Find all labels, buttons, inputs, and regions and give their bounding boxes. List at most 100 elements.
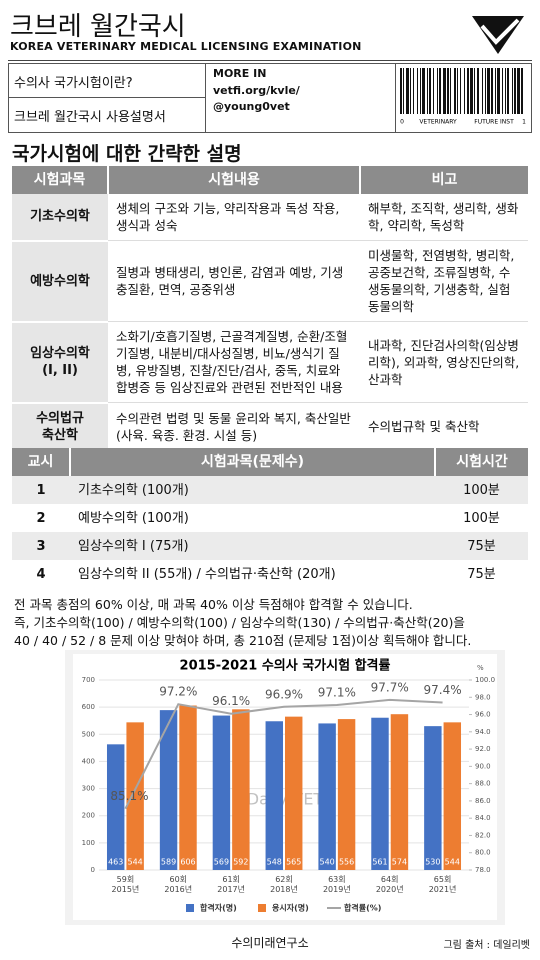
bar-label: 463 [108, 858, 123, 867]
barcode-bar [487, 68, 490, 114]
row: 기초수의학 생체의 구조와 기능, 약리작용과 독성 작용, 생식과 성숙 해부학,… [12, 194, 528, 242]
barcode-bar [413, 68, 414, 114]
bar [318, 723, 336, 870]
bar [390, 714, 409, 870]
line-label: 96.1% [212, 694, 250, 708]
sessions-table: 교시 시험과목(문제수) 시험시간 1 기초수의학 (100개) 100분 2 예방수의학 (… [12, 448, 528, 588]
chart-title: 2015-2021 수의사 국가시험 합격률 [180, 658, 391, 674]
x-tick-label: 59회 2015년 [111, 875, 140, 894]
y-tick-label: 500 [82, 730, 95, 738]
barcode-bar [454, 68, 456, 114]
bar-label: 569 [214, 858, 229, 867]
link[interactable]: 수의사 국가시험이란? [14, 76, 133, 91]
barcode-bar [505, 68, 506, 114]
divider [8, 97, 205, 98]
cell: 1 [12, 476, 70, 504]
cell: 75분 [467, 566, 496, 582]
cell: 내과학, 진단검사의학(임상병리학), 외과학, 영상진단의학, 산과학 [360, 321, 528, 403]
barcode-bar [482, 68, 483, 114]
line-label: 85.1% [110, 789, 148, 803]
cell: 소화기/호흡기질병, 근골격계질병, 순환/조혈기질병, 내분비/대사성질병, … [108, 321, 360, 403]
y-tick-label: 400 [82, 757, 95, 765]
x-tick-label: 64회 2020년 [375, 875, 404, 894]
row: 수의법규 축산학 수의관련 법령 및 동물 윤리와 복지, 축산일반(사육. 육종… [12, 402, 528, 452]
line-label: 97.7% [371, 680, 409, 694]
bar-label: 561 [372, 858, 387, 867]
note-line: 40 / 40 / 52 / 8 문제 이상 맞혀야 하며, 총 210점 (문… [14, 633, 472, 648]
bar [424, 726, 442, 870]
legend-swatch [258, 904, 266, 912]
logo [472, 16, 524, 54]
header-cell: 비고 [360, 166, 528, 194]
title: 크브레 월간국시 [10, 12, 186, 42]
bar [106, 744, 125, 870]
y2-tick-label: 98.0 [475, 693, 491, 701]
y2-tick-label: 78.0 [475, 866, 491, 874]
bar [126, 722, 144, 870]
bar-label: 565 [286, 858, 301, 867]
chart-container: 2015-2021 수의사 국가시험 합격률 0 100 200 300 400 500 60… [65, 650, 505, 925]
cell: 100분 [435, 476, 528, 504]
more-in-label: MORE IN [213, 67, 267, 80]
bar [285, 716, 303, 870]
bar [265, 721, 283, 870]
y2-tick-label: 80.0 [475, 849, 491, 857]
barcode-bar [470, 68, 473, 114]
barcode-bar [467, 68, 469, 114]
line [124, 698, 443, 810]
barcode-bar [417, 68, 418, 114]
chart: 2015-2021 수의사 국가시험 합격률 0 100 200 300 400 500 60… [73, 654, 497, 920]
bar-label: 544 [445, 858, 460, 867]
divider [395, 63, 396, 132]
bar-label: 548 [267, 858, 282, 867]
row: 예방수의학 질병과 병태생리, 병인론, 감염과 예방, 기생충질환, 면역, 공… [12, 240, 528, 323]
cell: 임상수의학 I (75개) [70, 532, 435, 560]
cell: 100분 [463, 510, 500, 526]
bar-label: 530 [425, 858, 440, 867]
x-tick-label: 62회 2018년 [270, 875, 298, 894]
barcode-bar [477, 68, 479, 114]
cell: 수의법규학 및 축산학 [360, 402, 528, 451]
note-line: 즉, 기초수의학(100) / 예방수의학(100) / 임상수의학(130) … [14, 615, 465, 630]
y2-tick-label: 96.0 [475, 711, 491, 719]
y2-tick-label: 100.0 [475, 676, 495, 684]
y-tick-label: 300 [82, 785, 95, 793]
subjects-table: 시험과목 시험내용 비고 기초수의학 생체의 구조와 기능, 약리작용과 독성 작용, … [12, 166, 528, 452]
barcode-bar [422, 68, 425, 114]
divider [205, 63, 206, 132]
barcode-bar [437, 68, 438, 114]
y-tick-label: 200 [82, 812, 95, 820]
bar-label: 556 [339, 858, 354, 867]
x-tick-label: 60회 2016년 [164, 875, 193, 894]
line-label: 96.9% [265, 687, 303, 701]
barcode-text: VETERINARY [419, 119, 457, 126]
bar-label: 540 [319, 858, 334, 867]
legend-label: 응시자(명) [272, 903, 309, 913]
link[interactable]: 크브레 월간국시 사용설명서 [14, 110, 166, 125]
cell: 기초수의학 [12, 194, 108, 242]
y-tick-label: 0 [91, 866, 95, 874]
barcode-bar [512, 68, 513, 114]
y2-tick-label: 86.0 [475, 797, 491, 805]
cell: 예방수의학 [12, 240, 108, 323]
barcode-bar [400, 68, 402, 114]
barcode-bar [491, 68, 493, 114]
row: 1 기초수의학 (100개) 100분 [12, 476, 528, 504]
barcode-text: 0 [400, 119, 404, 126]
cell: 예방수의학 (100개) [78, 510, 189, 526]
header-row: 시험과목 시험내용 비고 [12, 166, 528, 194]
cell: 임상수의학 (I, II) [12, 321, 108, 404]
header-cell: 시험과목 [12, 166, 109, 194]
barcode-text: 1 [522, 119, 526, 126]
more-in-line[interactable]: @young0vet [213, 100, 290, 113]
section-title: 국가시험에 대한 간략한 설명 [12, 143, 242, 165]
more-in-line[interactable]: vetfi.org/kvle/ [213, 84, 300, 97]
cell: 수의관련 법령 및 동물 윤리와 복지, 축산일반(사육. 육종. 환경. 시설… [108, 402, 360, 451]
legend-swatch [186, 904, 194, 912]
barcode-bar [464, 68, 465, 114]
barcode-bar [502, 68, 503, 114]
cell: 2 [36, 510, 46, 526]
y2-axis-label: % [477, 664, 484, 672]
barcode-bar [433, 68, 434, 114]
y2-tick-label: 94.0 [475, 728, 491, 736]
